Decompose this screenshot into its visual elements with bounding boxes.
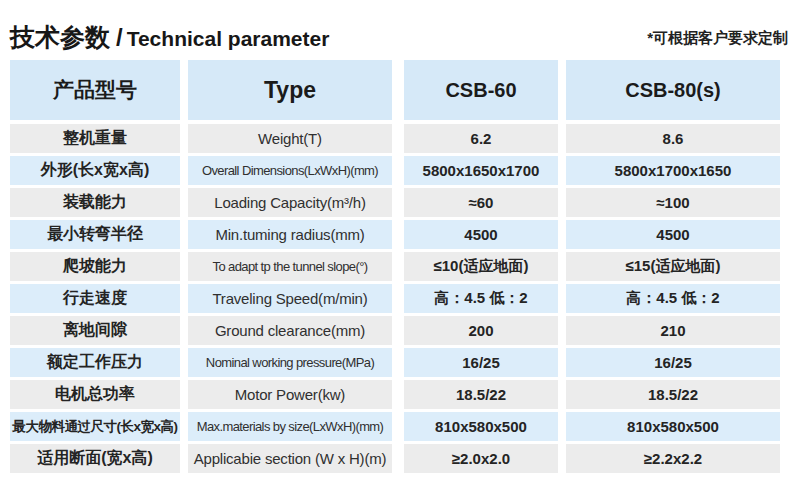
- row-label-en: Loading Capacity(m³/h): [188, 188, 392, 217]
- table-row: 装载能力 Loading Capacity(m³/h) ≈60 ≈100: [10, 188, 800, 217]
- value-csb-80s: ≈100: [566, 188, 780, 217]
- row-label-cn: 行走速度: [10, 284, 180, 313]
- value-csb-80s: 18.5/22: [566, 380, 780, 409]
- row-label-en: Min.tuming radius(mm): [188, 220, 392, 249]
- value-csb-60: ≈60: [404, 188, 558, 217]
- row-label-cn: 适用断面(宽x高): [10, 444, 180, 473]
- value-csb-60: 高：4.5 低：2: [404, 284, 558, 313]
- value-csb-80s: 5800x1700x1650: [566, 156, 780, 185]
- value-csb-80s: ≥2.2x2.2: [566, 444, 780, 473]
- table-row: 整机重量 Weight(T) 6.2 8.6: [10, 124, 800, 153]
- row-label-cn: 装载能力: [10, 188, 180, 217]
- table-row: 适用断面(宽x高) Applicabie section (W x H)(m) …: [10, 444, 800, 473]
- value-csb-60: 6.2: [404, 124, 558, 153]
- table-row: 外形(长x宽x高) Overall Dimensions(LxWxH)(mm) …: [10, 156, 800, 185]
- table-row: 最大物料通过尺寸(长x宽x高) Max.materials by size(Lx…: [10, 412, 800, 441]
- title-separator: /: [116, 24, 123, 51]
- row-label-en: Applicabie section (W x H)(m): [188, 444, 392, 473]
- column-header-product-model: 产品型号: [10, 60, 180, 120]
- row-label-cn: 外形(长x宽x高): [10, 156, 180, 185]
- value-csb-80s: ≤15(适应地面): [566, 252, 780, 281]
- column-header-type: Type: [188, 60, 392, 120]
- page-title-chinese: 技术参数: [10, 23, 110, 51]
- table-row: 额定工作压力 Nominal working pressure(MPa) 16/…: [10, 348, 800, 377]
- value-csb-60: 16/25: [404, 348, 558, 377]
- page-title-english: Technical parameter: [127, 27, 330, 50]
- technical-parameter-sheet: 技术参数/Technical parameter *可根据客户要求定制 产品型号…: [0, 0, 800, 499]
- value-csb-60: ≤10(适应地面): [404, 252, 558, 281]
- row-label-cn: 爬坡能力: [10, 252, 180, 281]
- value-csb-60: 5800x1650x1700: [404, 156, 558, 185]
- row-label-en: Nominal working pressure(MPa): [188, 348, 392, 377]
- table-header-row: 产品型号 Type CSB-60 CSB-80(s): [10, 60, 800, 120]
- table-row: 离地间隙 Ground clearance(mm) 200 210: [10, 316, 800, 345]
- table-row: 行走速度 Traveling Speed(m/min) 高：4.5 低：2 高：…: [10, 284, 800, 313]
- value-csb-80s: 16/25: [566, 348, 780, 377]
- column-header-csb-80s: CSB-80(s): [566, 60, 780, 120]
- value-csb-60: 18.5/22: [404, 380, 558, 409]
- value-csb-80s: 4500: [566, 220, 780, 249]
- value-csb-80s: 高：4.5 低：2: [566, 284, 780, 313]
- table-row: 电机总功率 Motor Power(kw) 18.5/22 18.5/22: [10, 380, 800, 409]
- row-label-en: Motor Power(kw): [188, 380, 392, 409]
- customization-note: *可根据客户要求定制: [647, 29, 788, 50]
- column-header-csb-60: CSB-60: [404, 60, 558, 120]
- row-label-cn: 电机总功率: [10, 380, 180, 409]
- table-row: 最小转弯半径 Min.tuming radius(mm) 4500 4500: [10, 220, 800, 249]
- value-csb-60: ≥2.0x2.0: [404, 444, 558, 473]
- row-label-en: Overall Dimensions(LxWxH)(mm): [188, 156, 392, 185]
- sheet-header: 技术参数/Technical parameter *可根据客户要求定制: [0, 0, 800, 60]
- table-row: 爬坡能力 To adapt tp the tunnel slope(°) ≤10…: [10, 252, 800, 281]
- value-csb-60: 810x580x500: [404, 412, 558, 441]
- row-label-cn: 离地间隙: [10, 316, 180, 345]
- value-csb-60: 4500: [404, 220, 558, 249]
- value-csb-80s: 210: [566, 316, 780, 345]
- row-label-cn: 整机重量: [10, 124, 180, 153]
- row-label-en: Weight(T): [188, 124, 392, 153]
- value-csb-80s: 810x580x500: [566, 412, 780, 441]
- row-label-cn: 额定工作压力: [10, 348, 180, 377]
- row-label-en: Ground clearance(mm): [188, 316, 392, 345]
- page-title: 技术参数/Technical parameter: [10, 25, 329, 50]
- row-label-cn: 最大物料通过尺寸(长x宽x高): [10, 412, 180, 441]
- row-label-cn: 最小转弯半径: [10, 220, 180, 249]
- spec-table: 产品型号 Type CSB-60 CSB-80(s) 整机重量 Weight(T…: [0, 60, 800, 473]
- row-label-en: Max.materials by size(LxWxH)(mm): [188, 412, 392, 441]
- row-label-en: To adapt tp the tunnel slope(°): [188, 252, 392, 281]
- value-csb-80s: 8.6: [566, 124, 780, 153]
- row-label-en: Traveling Speed(m/min): [188, 284, 392, 313]
- value-csb-60: 200: [404, 316, 558, 345]
